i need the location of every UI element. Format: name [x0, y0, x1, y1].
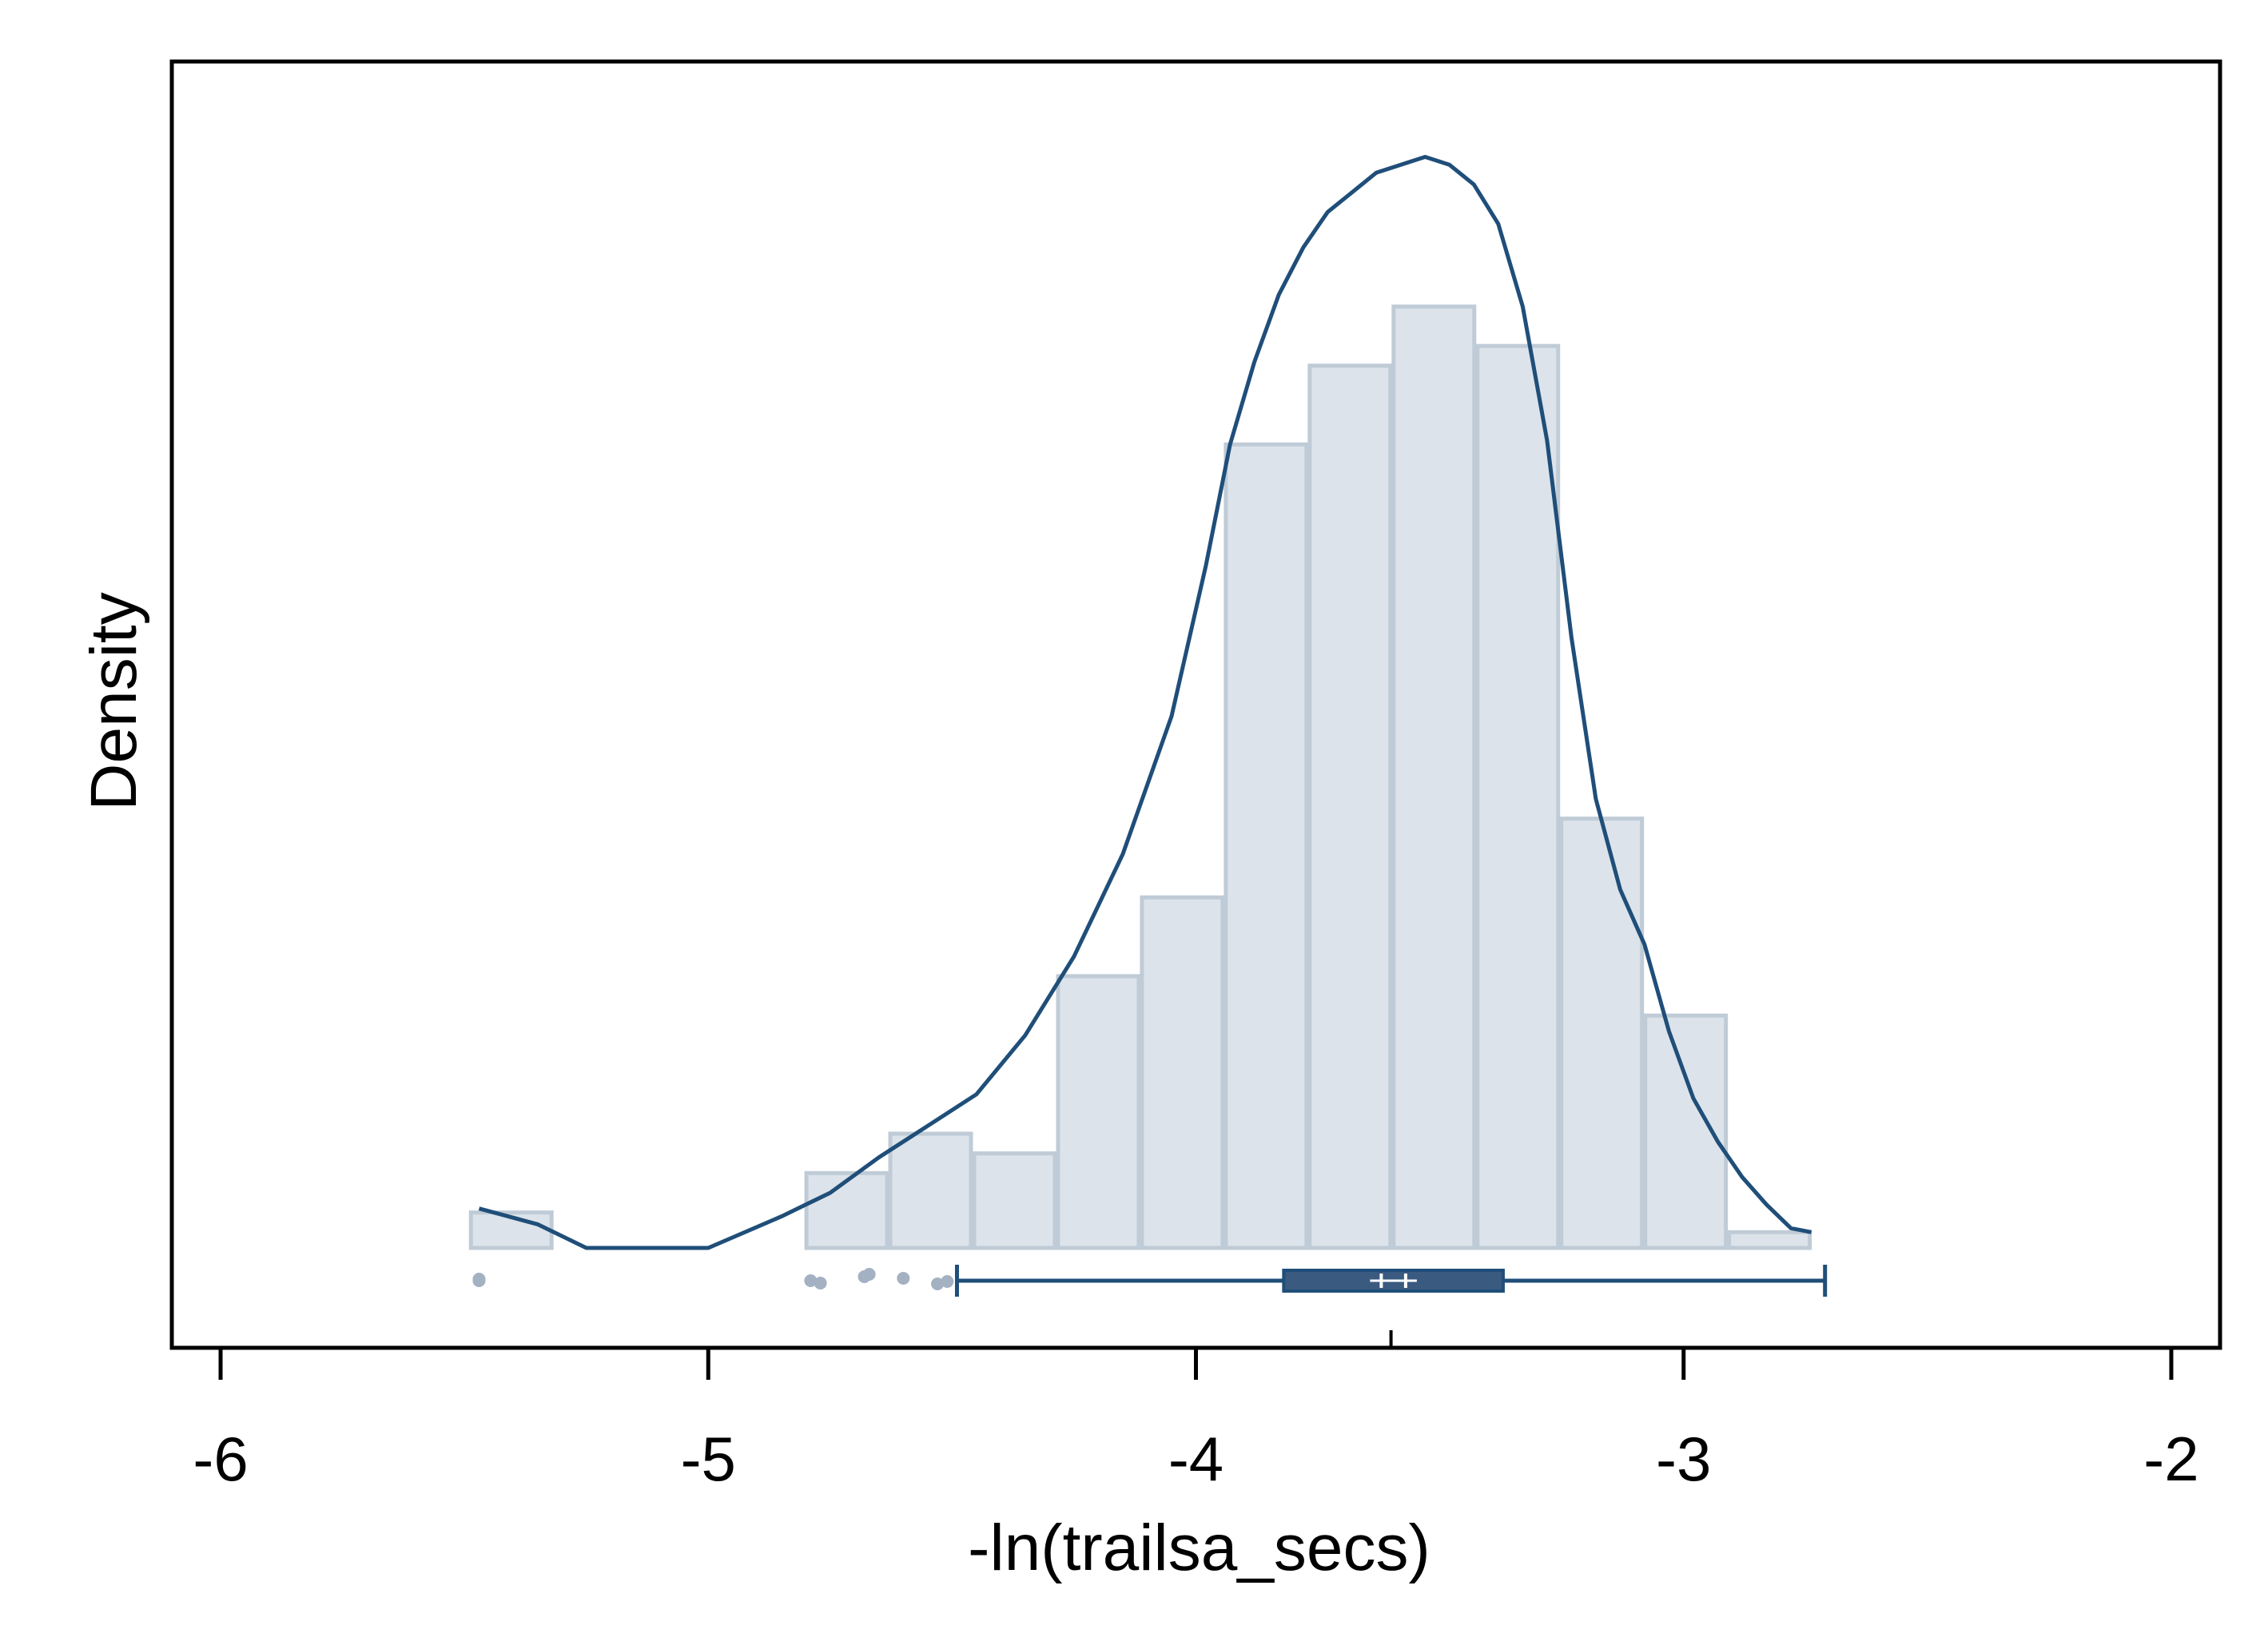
- x-tick-label: -6: [193, 1424, 248, 1494]
- x-axis: -6 -5 -4 -3 -2: [193, 1348, 2199, 1494]
- outlier-point: [814, 1277, 827, 1289]
- histogram-bar: [1391, 304, 1477, 1250]
- outlier-point: [941, 1275, 954, 1288]
- outlier-point: [862, 1268, 876, 1281]
- histogram-bar: [1475, 344, 1561, 1250]
- x-tick-label: -3: [1656, 1424, 1711, 1494]
- histogram-bar: [804, 1170, 889, 1250]
- histogram-bar: [1056, 974, 1141, 1250]
- x-tick-label: -4: [1168, 1424, 1224, 1494]
- box-plot: [472, 1265, 1828, 1348]
- histogram-bar: [1140, 895, 1225, 1250]
- histogram-bar: [1559, 817, 1645, 1250]
- outlier-point: [472, 1273, 486, 1285]
- y-axis-title: Density: [78, 592, 150, 810]
- histogram-bar: [1727, 1230, 1812, 1250]
- histogram-bars: [468, 304, 1812, 1250]
- outlier-point: [897, 1272, 910, 1285]
- x-tick-label: -5: [681, 1424, 736, 1494]
- histogram-bar: [888, 1131, 973, 1250]
- histogram-bar: [1224, 442, 1309, 1250]
- histogram-bar: [1307, 364, 1393, 1250]
- outlier-point: [804, 1274, 818, 1287]
- outlier-point: [931, 1277, 945, 1290]
- density-curve: [478, 154, 1812, 1250]
- x-tick-label: -2: [2143, 1424, 2198, 1494]
- x-axis-title: -ln(trailsa_secs): [968, 1512, 1430, 1584]
- histogram-bar: [972, 1151, 1057, 1250]
